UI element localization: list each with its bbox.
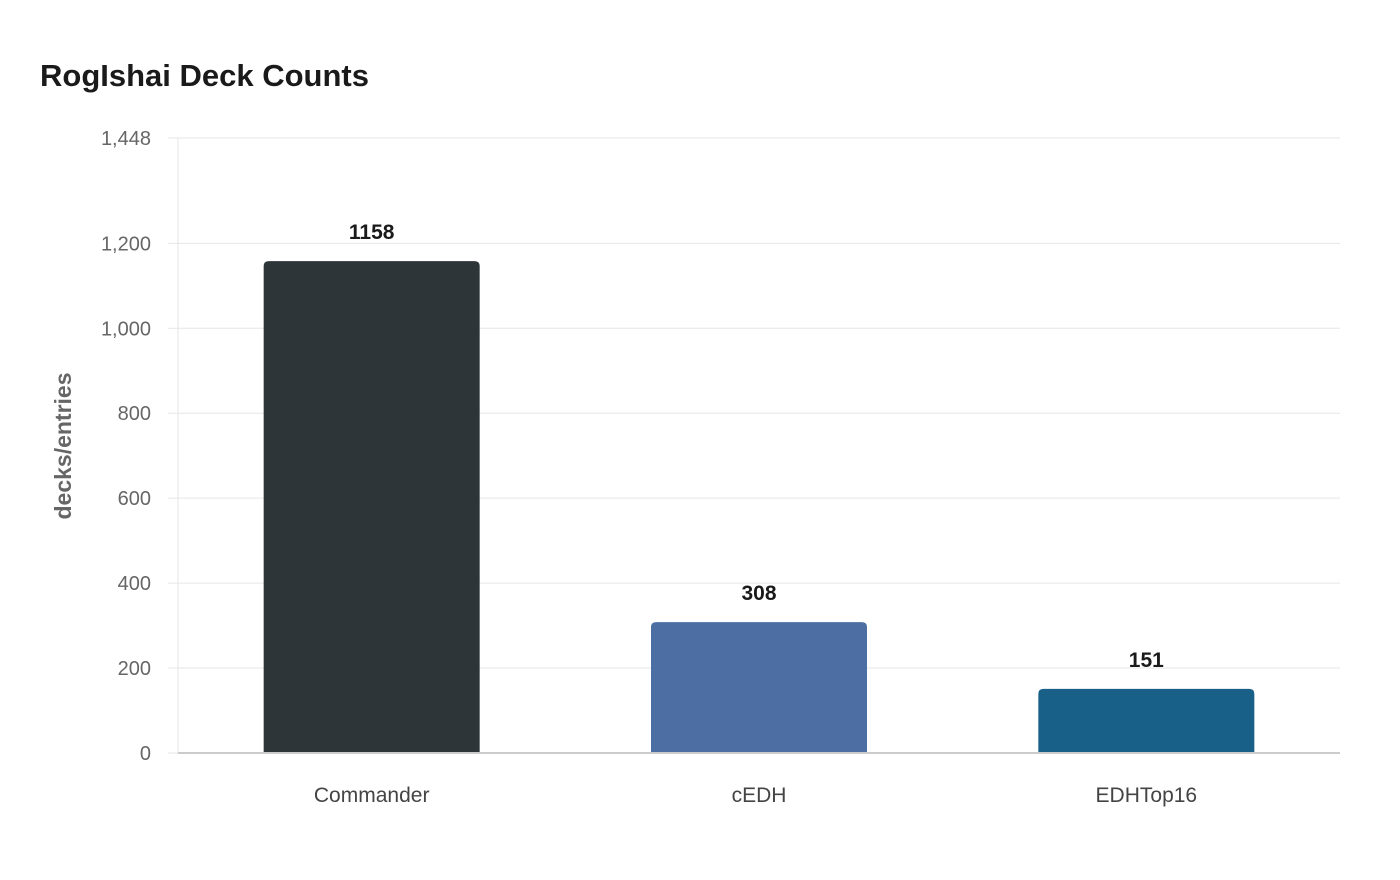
- y-tick-label: 800: [118, 403, 151, 425]
- bar-value-label: 151: [1129, 649, 1164, 672]
- x-category-label: EDHTop16: [1096, 784, 1198, 807]
- chart-title: RogIshai Deck Counts: [40, 58, 369, 93]
- bars: [263, 261, 1255, 753]
- bar-cedh: [651, 622, 867, 753]
- bar-commander: [263, 261, 480, 753]
- axes: [177, 138, 1340, 754]
- y-tick-label: 1,000: [101, 318, 151, 340]
- y-tick-label: 1,200: [101, 233, 151, 255]
- labels: 0 200 400 600 800 1,000 1,200 1,448 1158 Commande…: [101, 128, 1197, 807]
- bar-edhtop16: [1038, 688, 1255, 753]
- bar-value-label: 308: [741, 582, 776, 605]
- x-category-label: Commander: [314, 784, 430, 807]
- y-axis-title: decks/entries: [50, 372, 76, 519]
- bar-value-label: 1158: [349, 221, 395, 244]
- y-tick-label: 0: [140, 743, 151, 765]
- y-tick-label: 1,448: [101, 128, 151, 150]
- x-category-label: cEDH: [732, 784, 787, 807]
- y-tick-label: 400: [118, 573, 151, 595]
- y-tick-label: 600: [118, 488, 151, 510]
- y-tick-label: 200: [118, 658, 151, 680]
